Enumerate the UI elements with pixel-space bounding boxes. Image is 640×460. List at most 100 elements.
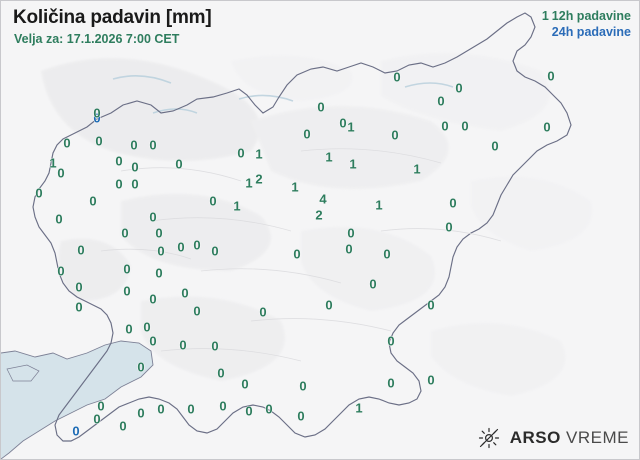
logo-brand-bold: ARSO	[509, 428, 561, 447]
station-value: 0	[187, 401, 195, 417]
station-value: 0	[217, 365, 225, 381]
station-value: 0	[393, 69, 401, 85]
station-value: 0	[95, 133, 103, 149]
station-value: 0	[325, 297, 333, 313]
station-value: 0	[57, 165, 65, 181]
station-value: 0	[55, 211, 63, 227]
station-value: 0	[137, 359, 145, 375]
station-value: 0	[387, 333, 395, 349]
logo-text: ARSO VREME	[510, 428, 629, 448]
station-value: 1	[349, 156, 357, 172]
station-value: 1	[355, 400, 363, 416]
legend-row-12h: 1 12h padavine	[542, 9, 631, 25]
station-value: 1	[291, 179, 299, 195]
station-value: 0	[149, 209, 157, 225]
page-title: Količina padavin [mm]	[13, 7, 212, 28]
legend-label-24h: 24h padavine	[551, 24, 631, 39]
station-value: 0	[445, 219, 453, 235]
station-value: 0	[179, 337, 187, 353]
station-value: 0	[131, 176, 139, 192]
station-value: 0	[149, 333, 157, 349]
station-value: 0	[237, 145, 245, 161]
station-value: 0	[297, 408, 305, 424]
station-value: 0	[115, 176, 123, 192]
station-value: 1	[255, 146, 263, 162]
station-value: 0	[245, 403, 253, 419]
station-value: 0	[131, 159, 139, 175]
terrain-shading	[41, 53, 593, 396]
sun-rays-icon	[478, 427, 499, 449]
legend: 1 12h padavine 24h padavine	[542, 9, 631, 40]
station-value: 0	[543, 119, 551, 135]
logo-brand-light: VREME	[560, 428, 629, 447]
station-value: 0	[209, 193, 217, 209]
station-value: 0	[211, 338, 219, 354]
station-value: 0	[123, 283, 131, 299]
station-value: 0	[93, 411, 101, 427]
station-value: 1	[233, 198, 241, 214]
station-value: 0	[303, 126, 311, 142]
station-value: 0	[57, 263, 65, 279]
station-value: 0	[143, 319, 151, 335]
station-value: 0	[177, 239, 185, 255]
station-value: 0	[155, 225, 163, 241]
station-value: 1	[413, 161, 421, 177]
legend-sample-value: 1	[541, 9, 549, 23]
station-value: 0	[35, 185, 43, 201]
station-value: 0	[427, 297, 435, 313]
station-value: 1	[325, 149, 333, 165]
station-value: 2	[255, 171, 263, 187]
station-value: 0	[75, 299, 83, 315]
coastline	[1, 340, 154, 459]
station-value: 0	[547, 68, 555, 84]
station-value: 0	[97, 398, 105, 414]
station-value: 0	[77, 242, 85, 258]
arso-vreme-logo: ARSO VREME	[478, 427, 629, 449]
lagoon-outline	[6, 364, 40, 382]
station-value: 0	[219, 398, 227, 414]
station-value: 0	[119, 418, 127, 434]
rivers	[112, 75, 454, 114]
station-value: 0	[63, 135, 71, 151]
station-value: 2	[315, 207, 323, 223]
station-value: 0	[193, 237, 201, 253]
station-value: 4	[319, 191, 327, 207]
station-value: 0	[72, 423, 80, 439]
station-value: 0	[293, 246, 301, 262]
station-value: 0	[193, 303, 201, 319]
station-value: 0	[157, 401, 165, 417]
station-value: 0	[93, 105, 101, 121]
station-value: 0	[93, 110, 101, 126]
station-value: 0	[387, 375, 395, 391]
station-value: 0	[317, 99, 325, 115]
station-value: 0	[149, 137, 157, 153]
station-value: 0	[345, 241, 353, 257]
station-value: 0	[383, 246, 391, 262]
station-value: 0	[339, 115, 347, 131]
station-value: 0	[149, 291, 157, 307]
station-value: 0	[157, 243, 165, 259]
station-value: 1	[347, 119, 355, 135]
station-value: 0	[259, 304, 267, 320]
station-value: 0	[89, 193, 97, 209]
station-value: 1	[49, 155, 57, 171]
station-value: 0	[455, 80, 463, 96]
station-value: 0	[211, 243, 219, 259]
station-value: 0	[299, 378, 307, 394]
relief-lines	[100, 148, 502, 362]
station-value: 0	[75, 279, 83, 295]
station-value: 0	[155, 265, 163, 281]
station-value: 0	[491, 138, 499, 154]
station-value: 0	[437, 93, 445, 109]
station-value: 0	[115, 153, 123, 169]
station-value: 0	[175, 156, 183, 172]
station-value: 0	[265, 401, 273, 417]
station-value: 1	[375, 197, 383, 213]
station-value: 0	[125, 321, 133, 337]
station-value: 0	[241, 376, 249, 392]
valid-time-subtitle: Velja za: 17.1.2026 7:00 CET	[14, 32, 180, 46]
station-value: 0	[369, 276, 377, 292]
station-value: 0	[427, 372, 435, 388]
station-value: 0	[137, 405, 145, 421]
